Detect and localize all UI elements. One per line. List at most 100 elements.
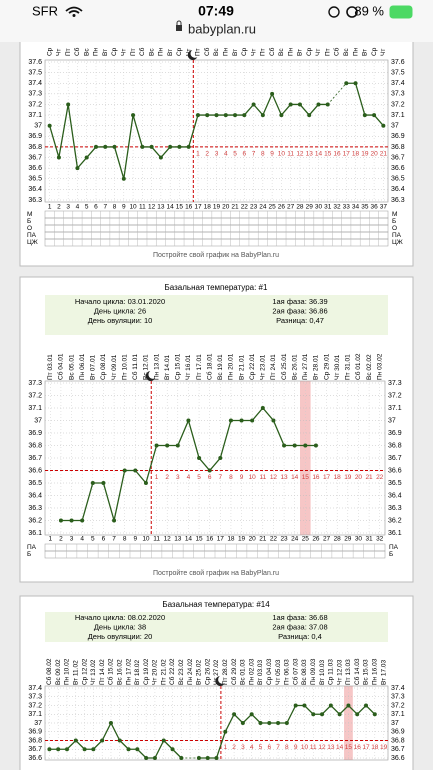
day-number: 8 xyxy=(123,536,127,543)
temperature-point xyxy=(108,721,113,725)
day-number: 37 xyxy=(380,204,388,211)
temperature-point xyxy=(56,747,61,752)
day-number: 23 xyxy=(250,204,258,211)
row-label: Б xyxy=(27,551,31,558)
phase2-day: 2 xyxy=(165,474,169,481)
phase2-day: 5 xyxy=(197,474,201,481)
moon-icon xyxy=(187,50,198,60)
day-number: 1 xyxy=(49,536,53,543)
row-label: ПА xyxy=(389,544,399,551)
row-label: Б xyxy=(389,551,393,558)
gap-connector xyxy=(327,82,347,105)
temperature-point xyxy=(297,102,302,107)
x-tick-label: Пт 24.01 xyxy=(270,354,277,380)
row-label: Б xyxy=(392,218,396,225)
y-tick-label: 37.3 xyxy=(391,91,405,98)
x-tick-label: Пн 10.02 xyxy=(64,658,71,685)
footer-link: Постройте свой график на BabyPlan.ru xyxy=(153,251,279,259)
day-number: 10 xyxy=(142,536,150,543)
day-number: 32 xyxy=(376,536,384,543)
y-tick-label: 37.2 xyxy=(28,702,42,709)
temperature-point xyxy=(131,113,136,118)
temperature-point xyxy=(66,102,71,107)
phase2-day: 8 xyxy=(285,744,289,751)
temperature-point xyxy=(84,155,89,160)
phase2-day: 9 xyxy=(294,744,298,751)
day-number: 14 xyxy=(167,204,175,211)
y-tick-label: 36.9 xyxy=(28,133,42,140)
footer-link: Постройте свой график на BabyPlan.ru xyxy=(153,569,279,577)
y-tick-label: 37.3 xyxy=(28,91,42,98)
temperature-point xyxy=(75,166,80,171)
phase2-day: 15 xyxy=(302,474,310,481)
x-tick-label: Ср xyxy=(306,47,313,56)
temperature-point xyxy=(140,144,145,149)
chart-title: Базальная температура: #1 xyxy=(165,283,268,292)
temperature-point xyxy=(100,738,105,743)
x-tick-label: Пт xyxy=(130,48,137,56)
phase2-day: 18 xyxy=(334,474,342,481)
x-tick-label: Пн 02.03 xyxy=(248,658,255,685)
charts: 36.3 36.3 36.4 36.4 36.5 36.5 36.6 36.6 36.7 36.7… xyxy=(27,47,405,762)
x-tick-label: Пн 09.03 xyxy=(310,658,317,685)
phase2-day: 5 xyxy=(259,744,263,751)
phase2-day: 19 xyxy=(380,744,388,751)
day-number: 18 xyxy=(204,204,212,211)
phase2-day: 10 xyxy=(278,151,286,158)
temperature-point xyxy=(90,481,95,485)
x-tick-label: Сб 15.02 xyxy=(107,658,115,685)
y-tick-label: 37.2 xyxy=(28,101,42,108)
x-tick-label: Вт 28.01 xyxy=(313,354,320,380)
x-tick-label: Вс 12.01 xyxy=(143,354,150,380)
temperature-point xyxy=(91,747,96,752)
day-number: 36 xyxy=(370,204,378,211)
y-tick-label: 36.5 xyxy=(388,480,402,487)
temperature-point xyxy=(276,721,281,725)
temperature-point xyxy=(381,123,386,128)
phase2-day: 6 xyxy=(242,151,246,158)
x-tick-label: Ср xyxy=(241,47,248,56)
y-tick-label: 36.8 xyxy=(391,144,405,151)
day-number: 19 xyxy=(238,536,246,543)
day-number: 30 xyxy=(355,536,363,543)
x-tick-label: Ср 12.02 xyxy=(81,658,88,685)
info-right: 1ая фаза: 36.39 xyxy=(272,297,327,306)
y-tick-label: 37 xyxy=(34,720,42,727)
wifi-icon xyxy=(65,6,83,14)
temperature-point xyxy=(58,518,63,523)
x-tick-label: Вт xyxy=(362,49,369,56)
y-tick-label: 36.2 xyxy=(28,517,42,524)
temperature-point xyxy=(47,123,52,128)
phase2-day: 14 xyxy=(291,474,299,481)
phase2-day: 11 xyxy=(310,744,317,751)
y-tick-label: 37.4 xyxy=(28,80,42,87)
x-tick-label: Вт xyxy=(167,49,174,56)
temperature-point xyxy=(271,418,276,423)
phase2-day: 14 xyxy=(336,744,344,751)
day-number: 9 xyxy=(134,536,138,543)
x-tick-label: Вс 16.02 xyxy=(116,659,123,685)
phase2-day: 3 xyxy=(176,474,180,481)
x-tick-label: Чт xyxy=(315,49,322,56)
x-tick-label: Чт 09.01 xyxy=(111,354,118,380)
temperature-point xyxy=(47,747,52,752)
temperature-point xyxy=(158,155,163,160)
y-tick-label: 37.2 xyxy=(391,702,405,709)
x-tick-label: Вт 17.03 xyxy=(380,659,387,685)
day-number: 6 xyxy=(94,204,98,211)
temperature-point xyxy=(195,113,200,118)
battery-text: 89 % xyxy=(354,3,384,18)
phase2-day: 6 xyxy=(267,744,271,751)
y-tick-label: 37 xyxy=(34,417,42,424)
info-left: Начало цикла: 08.02.2020 xyxy=(75,613,165,622)
x-tick-label: Вс 05.01 xyxy=(68,354,75,380)
y-tick-label: 37.5 xyxy=(28,69,42,76)
temperature-point xyxy=(282,443,287,448)
temperature-point xyxy=(311,712,316,717)
temperature-point xyxy=(122,468,127,473)
temperature-point xyxy=(154,443,159,448)
day-number: 32 xyxy=(333,204,341,211)
phase2-day: 15 xyxy=(324,151,332,158)
row-label: М xyxy=(27,211,32,218)
